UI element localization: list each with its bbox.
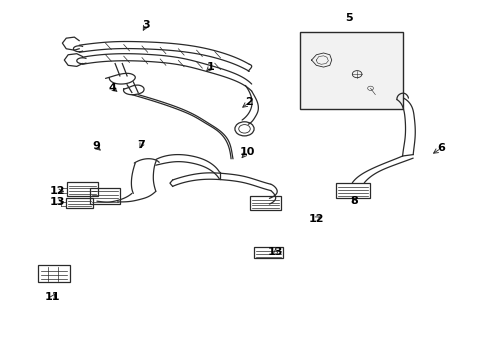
Bar	[299, 32, 402, 109]
Text: 3: 3	[142, 20, 150, 30]
Text: 7: 7	[137, 140, 145, 150]
Bar	[250, 196, 281, 210]
Text: 5: 5	[345, 13, 352, 23]
Text: 13: 13	[50, 197, 65, 207]
Text: 13: 13	[267, 247, 283, 257]
Text: 4: 4	[108, 83, 117, 93]
Text: 9: 9	[92, 141, 100, 152]
Text: 6: 6	[436, 143, 444, 153]
Bar	[335, 183, 369, 198]
Text: 8: 8	[350, 196, 358, 206]
Text: 12: 12	[50, 186, 65, 196]
Text: 11: 11	[45, 292, 61, 302]
Text: 10: 10	[239, 147, 254, 157]
Bar	[66, 198, 92, 208]
Text: 1: 1	[206, 62, 214, 72]
Bar	[254, 247, 282, 258]
Bar	[67, 182, 98, 196]
Bar	[90, 188, 120, 204]
Text: 2: 2	[245, 98, 253, 107]
Text: 12: 12	[308, 214, 324, 224]
Bar	[39, 265, 69, 282]
